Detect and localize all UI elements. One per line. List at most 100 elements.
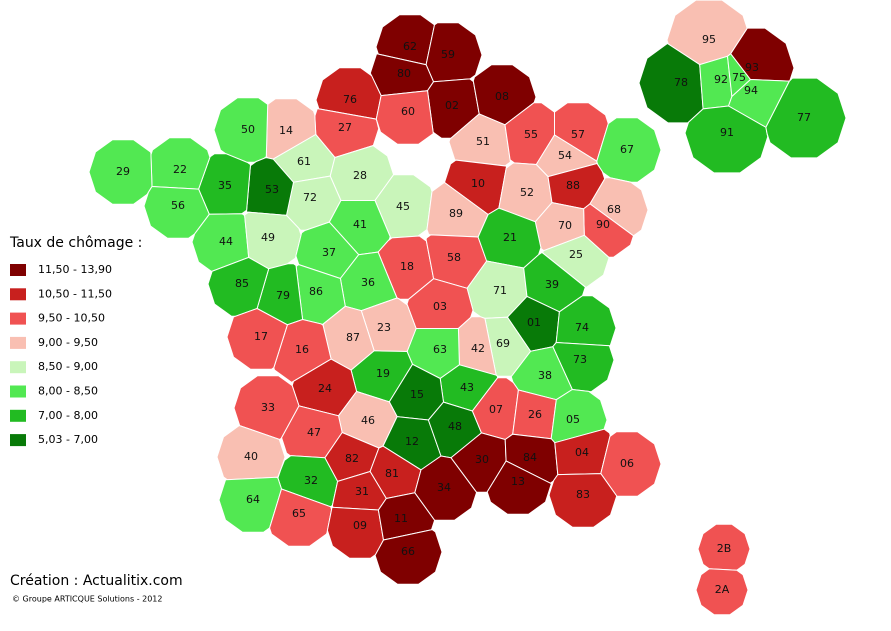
department-code: 38 [538,369,552,382]
department-code: 13 [511,475,525,488]
department-code: 78 [674,76,688,89]
legend-swatch [10,336,26,349]
department-code: 79 [276,289,290,302]
department-code: 28 [353,169,367,182]
department-code: 94 [744,84,758,97]
department [269,488,333,547]
department [143,185,210,239]
department-code: 33 [261,401,275,414]
department-code: 34 [437,481,451,494]
department-code: 95 [702,33,716,46]
department-code: 50 [241,123,255,136]
department-code: 65 [292,507,306,520]
department-code: 59 [441,48,455,61]
legend-swatch [10,409,26,422]
legend-label: 11,50 - 13,90 [38,263,112,276]
department-code: 60 [401,105,415,118]
department-code: 17 [254,330,268,343]
department-code: 63 [433,343,447,356]
legend-swatch [10,264,26,276]
department-code: 40 [244,450,258,463]
department [765,77,847,159]
department [548,473,618,528]
legend-swatch [10,361,26,374]
department [273,318,332,383]
department-code: 77 [797,111,811,124]
department [684,105,769,174]
department-code: 49 [261,231,275,244]
department-code: 42 [471,342,485,355]
credit: Création : Actualitix.com [10,573,183,589]
department [374,529,443,585]
department-code: 43 [460,381,474,394]
department-code: 68 [607,203,621,216]
department-code: 90 [596,218,610,231]
department-code: 14 [279,124,293,137]
department [226,307,289,370]
department-code: 12 [405,435,419,448]
legend-swatch [10,312,26,325]
department-code: 24 [318,382,332,395]
department-code: 06 [620,457,634,470]
department-code: 83 [576,488,590,501]
department-code: 05 [566,413,580,426]
department [150,137,211,190]
department-code: 31 [355,485,369,498]
legend-label: 9,00 - 9,50 [38,336,98,349]
legend-label: 5,03 - 7,00 [38,433,98,446]
department-code: 51 [476,135,490,148]
department-code: 09 [353,519,367,532]
department-labels: 62 59 80 02 08 76 60 27 14 50 61 28 72 53 35 22 29 56 44 49… [116,33,811,596]
legend-label: 7,00 - 8,00 [38,409,98,422]
department-code: 66 [401,545,415,558]
department-code: 48 [448,420,462,433]
department [425,22,483,83]
department-code: 56 [171,199,185,212]
department-code: 81 [385,467,399,480]
department-code: 32 [304,474,318,487]
department [426,181,489,238]
department-code: 87 [346,331,360,344]
department-code: 04 [575,446,589,459]
department-code: 70 [558,219,572,232]
department [218,476,283,533]
department-code: 03 [433,300,447,313]
department-code: 41 [353,218,367,231]
legend-label: 9,50 - 10,50 [38,312,105,325]
department-code: 53 [265,183,279,196]
department-code: 02 [445,99,459,112]
department [486,460,553,515]
department-code: 74 [575,321,589,334]
department-code: 01 [527,316,541,329]
department-code: 44 [219,235,233,248]
legend-swatch [10,288,26,301]
department-code: 45 [396,200,410,213]
department-code: 2B [717,542,732,555]
department-code: 16 [295,343,309,356]
department-code: 21 [503,231,517,244]
department-code: 76 [343,93,357,106]
department-code: 75 [732,71,746,84]
legend-label: 8,50 - 9,00 [38,360,98,373]
department-code: 58 [447,251,461,264]
department-code: 30 [475,453,489,466]
department [589,177,649,237]
legend-label: 8,00 - 8,50 [38,385,98,398]
department-code: 18 [400,260,414,273]
department-code: 91 [720,126,734,139]
department [697,523,751,571]
legend-swatch [10,385,26,398]
department-code: 86 [309,285,323,298]
department-code: 07 [489,403,503,416]
department-code: 29 [116,165,130,178]
department-code: 37 [322,246,336,259]
department-code: 19 [376,367,390,380]
department-code: 85 [235,277,249,290]
department-code: 36 [361,276,375,289]
legend-title: Taux de chômage : [9,235,142,251]
department-code: 54 [558,149,572,162]
department [88,139,153,205]
department [207,256,270,317]
department-code: 61 [297,155,311,168]
